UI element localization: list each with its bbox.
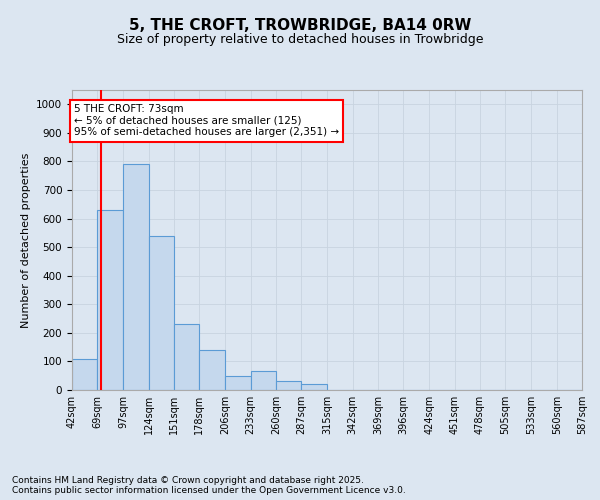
Bar <box>276 382 301 390</box>
Text: 5 THE CROFT: 73sqm
← 5% of detached houses are smaller (125)
95% of semi-detache: 5 THE CROFT: 73sqm ← 5% of detached hous… <box>74 104 339 138</box>
Text: Size of property relative to detached houses in Trowbridge: Size of property relative to detached ho… <box>117 32 483 46</box>
Bar <box>301 384 328 390</box>
Text: Contains HM Land Registry data © Crown copyright and database right 2025.
Contai: Contains HM Land Registry data © Crown c… <box>12 476 406 495</box>
Bar <box>174 324 199 390</box>
Bar <box>124 164 149 390</box>
Y-axis label: Number of detached properties: Number of detached properties <box>20 152 31 328</box>
Bar <box>226 376 251 390</box>
Bar <box>149 236 174 390</box>
Text: 5, THE CROFT, TROWBRIDGE, BA14 0RW: 5, THE CROFT, TROWBRIDGE, BA14 0RW <box>129 18 471 32</box>
Bar <box>251 372 276 390</box>
Bar <box>199 350 226 390</box>
Bar <box>97 210 124 390</box>
Bar <box>72 358 97 390</box>
